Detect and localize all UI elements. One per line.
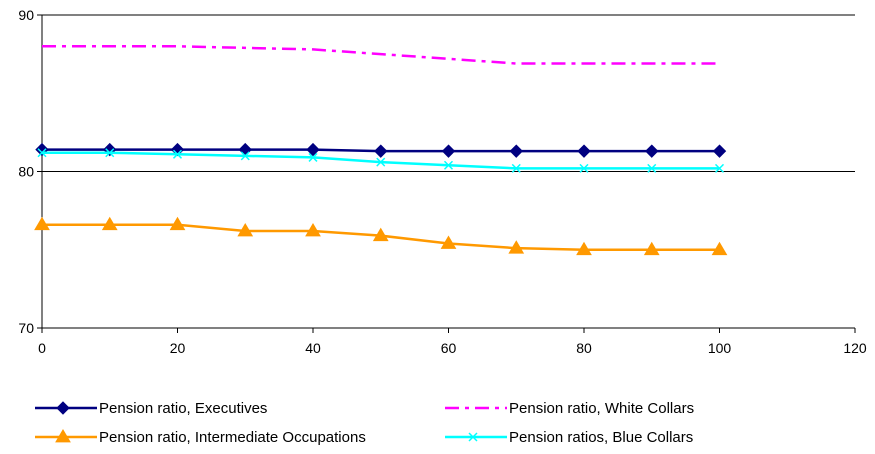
series-line [42,45,720,65]
data-point [440,235,457,249]
data-point [376,157,386,167]
x-tick-label: 40 [305,340,321,356]
data-point [579,163,589,173]
x-tick-label: 60 [441,340,457,356]
data-point [645,144,659,158]
legend-label: Pension ratio, Intermediate Occupations [99,429,366,446]
data-point [240,151,250,161]
series-1 [42,45,720,65]
data-point [511,163,521,173]
data-point [647,163,657,173]
x-tick-label: 100 [708,340,732,356]
grid-layer [42,14,855,172]
data-point [305,222,321,237]
x-tick-label: 0 [38,340,46,356]
data-point [308,152,318,162]
data-point [34,216,50,231]
data-point [101,216,118,231]
data-point [577,144,591,158]
y-tick-label: 90 [18,7,34,23]
series-3 [37,148,725,173]
y-tick-label: 80 [18,164,34,180]
legend-item: Pension ratio, White Collars [445,400,694,417]
legend-marker [55,429,71,443]
data-point [237,222,254,237]
legend-item: Pension ratios, Blue Collars [445,429,693,446]
legend: Pension ratio, Executives Pension ratio, … [35,400,694,446]
legend-item: Pension ratio, Intermediate Occupations [35,429,366,446]
data-point [643,241,660,256]
legend-label: Pension ratio, White Collars [509,400,694,417]
series-layer [34,45,728,256]
data-point [172,149,183,159]
data-point [372,227,389,242]
data-point [509,144,523,158]
data-point [441,144,456,158]
data-point [374,144,388,158]
y-tick-label: 70 [18,320,34,336]
x-tick-label: 80 [576,340,592,356]
x-tick-label: 20 [170,340,186,356]
data-point [37,148,47,158]
data-point [443,160,454,170]
data-point [306,142,320,157]
data-point [711,241,728,256]
x-tick-label: 120 [843,340,867,356]
legend-marker [468,432,478,442]
data-point [508,240,525,254]
data-point [714,163,725,173]
data-point [576,241,592,256]
data-point [170,142,185,157]
legend-marker [56,401,70,415]
data-point [238,142,252,157]
legend-label: Pension ratios, Blue Collars [509,429,693,446]
data-point [169,216,186,231]
legend-label: Pension ratio, Executives [99,400,267,417]
data-point [105,148,115,158]
legend-item: Pension ratio, Executives [35,400,267,417]
series-2 [34,216,728,256]
axis-layer: 70 80 90 0 20 40 60 80 100 120 [18,7,866,356]
series-0 [35,142,727,158]
data-point [712,144,727,158]
